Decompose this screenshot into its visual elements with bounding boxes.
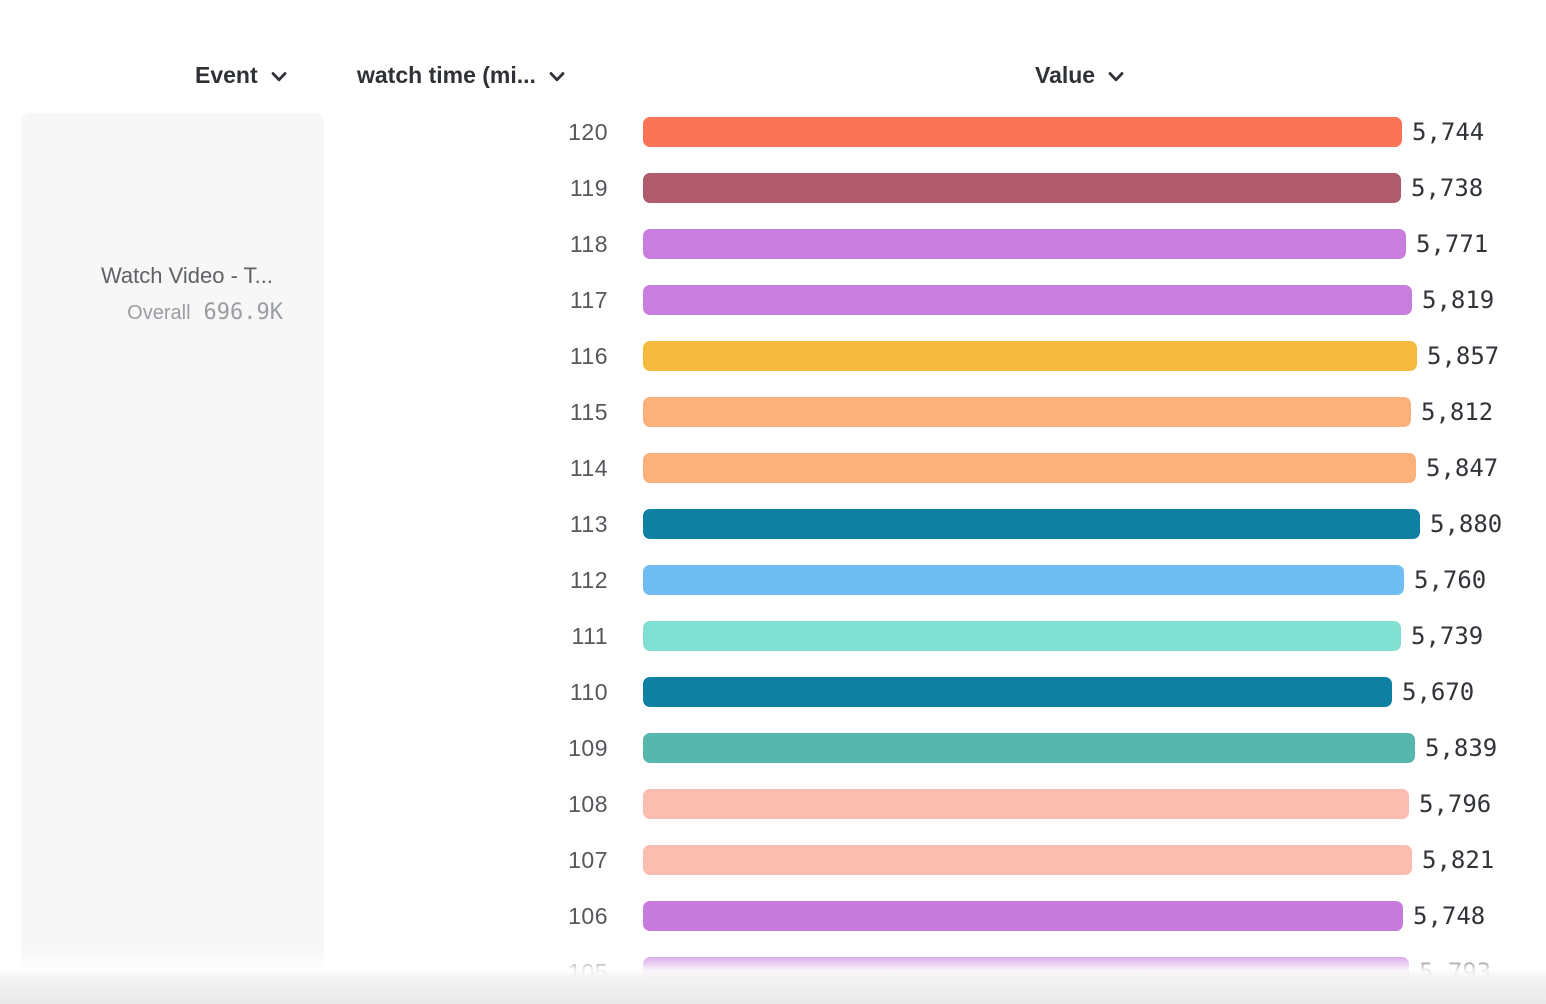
column-header-event-label: Event (195, 61, 258, 88)
bar-105[interactable] (643, 957, 1409, 987)
value-label: 5,760 (1414, 566, 1487, 594)
bar-108[interactable] (643, 789, 1409, 819)
bar-106[interactable] (643, 901, 1403, 931)
column-header-watch-time-label: watch time (mi... (357, 61, 536, 88)
bar-113[interactable] (643, 509, 1420, 539)
event-subtitle: Overall 696.9K (127, 300, 283, 325)
value-label: 5,821 (1422, 846, 1495, 874)
segment-value: 696.9K (203, 300, 283, 325)
bar-120[interactable] (643, 117, 1402, 147)
watch-time-tick-label: 109 (568, 735, 608, 761)
watch-time-tick-label: 116 (569, 343, 608, 369)
bar-114[interactable] (643, 453, 1416, 483)
column-header-value[interactable]: Value (1035, 58, 1124, 92)
watch-time-tick-label: 108 (568, 791, 608, 817)
bar-118[interactable] (643, 229, 1406, 259)
watch-time-tick-label: 112 (569, 567, 608, 593)
watch-time-tick-label: 114 (569, 455, 608, 481)
value-label: 5,670 (1402, 678, 1475, 706)
event-cell[interactable]: Watch Video - T... Overall 696.9K (21, 113, 324, 971)
value-label: 5,796 (1419, 790, 1492, 818)
watch-time-tick-label: 118 (569, 231, 608, 257)
value-label: 5,771 (1416, 230, 1489, 258)
watch-time-tick-label: 120 (568, 119, 608, 145)
bar-116[interactable] (643, 341, 1417, 371)
column-header-event[interactable]: Event (195, 58, 287, 92)
bar-107[interactable] (643, 845, 1412, 875)
watch-time-tick-label: 117 (569, 287, 608, 313)
value-label: 5,819 (1422, 286, 1495, 314)
chevron-down-icon (271, 71, 287, 81)
bar-112[interactable] (643, 565, 1404, 595)
bar-111[interactable] (643, 621, 1401, 651)
bar-119[interactable] (643, 173, 1401, 203)
value-label: 5,748 (1413, 902, 1486, 930)
watch-time-tick-label: 107 (568, 847, 608, 873)
event-title: Watch Video - T... (100, 263, 273, 288)
bar-110[interactable] (643, 677, 1392, 707)
column-header-watch-time[interactable]: watch time (mi... (357, 58, 565, 92)
watch-time-tick-label: 115 (569, 399, 608, 425)
value-label: 5,738 (1411, 174, 1484, 202)
value-label: 5,793 (1419, 958, 1492, 986)
watch-time-tick-label: 119 (569, 175, 608, 201)
bar-115[interactable] (643, 397, 1411, 427)
watch-time-tick-label: 113 (569, 511, 608, 537)
bar-109[interactable] (643, 733, 1415, 763)
column-header-value-label: Value (1035, 61, 1096, 88)
value-label: 5,744 (1412, 118, 1485, 146)
value-label: 5,847 (1426, 454, 1499, 482)
value-label: 5,857 (1427, 342, 1500, 370)
value-label: 5,839 (1425, 734, 1498, 762)
value-label: 5,739 (1411, 622, 1484, 650)
chevron-down-icon (549, 71, 565, 81)
chevron-down-icon (1108, 71, 1124, 81)
bar-117[interactable] (643, 285, 1412, 315)
value-label: 5,812 (1421, 398, 1494, 426)
segment-label: Overall (127, 302, 191, 324)
watch-time-tick-label: 105 (568, 959, 608, 985)
watch-time-tick-label: 106 (568, 903, 608, 929)
value-label: 5,880 (1430, 510, 1503, 538)
watch-time-tick-label: 111 (571, 623, 608, 649)
watch-time-tick-label: 110 (569, 679, 608, 705)
